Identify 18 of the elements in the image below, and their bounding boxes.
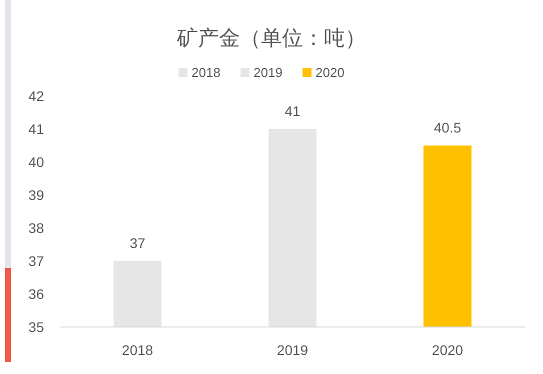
y-tick-label: 36 xyxy=(28,286,44,302)
data-label: 40.5 xyxy=(434,120,462,136)
legend-label: 2019 xyxy=(254,65,282,80)
y-tick-label: 37 xyxy=(28,253,44,269)
y-tick-label: 38 xyxy=(28,220,44,236)
y-tick-label: 40 xyxy=(28,154,44,170)
x-tick-label: 2018 xyxy=(122,342,154,358)
chart-title: 矿产金（单位：吨） xyxy=(176,27,366,50)
x-tick-label: 2019 xyxy=(276,342,308,358)
y-tick-label: 41 xyxy=(28,121,44,137)
data-label: 37 xyxy=(130,235,146,251)
legend-label: 2020 xyxy=(316,65,344,80)
legend-label: 2018 xyxy=(192,65,220,80)
x-tick-label: 2020 xyxy=(432,342,464,358)
data-label: 41 xyxy=(284,103,300,119)
y-tick-label: 35 xyxy=(28,319,44,335)
y-tick-label: 42 xyxy=(28,88,44,104)
y-tick-label: 39 xyxy=(28,187,44,203)
